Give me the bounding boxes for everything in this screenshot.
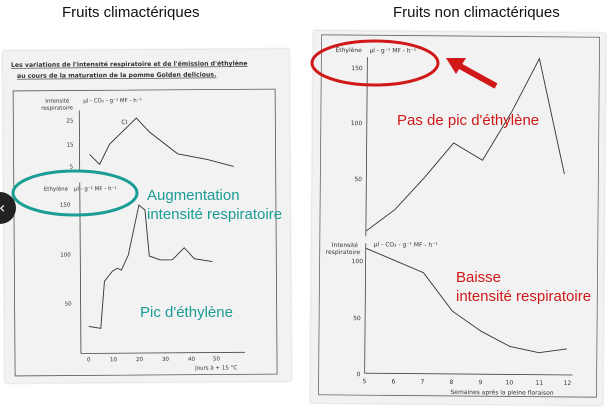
non-climacteric-figure: Éthylène µl - g⁻¹ MF - h⁻¹ 150 100 50 In… bbox=[310, 30, 606, 406]
respiration-curve-right bbox=[365, 247, 567, 354]
top-y-axis bbox=[365, 57, 368, 237]
x-axis-label: Jours à + 15 °C bbox=[194, 364, 237, 371]
top-tick-150: 150 bbox=[351, 65, 363, 72]
bottom-y-axis bbox=[79, 182, 82, 354]
annotation-baisse: Baisse intensité respiratoire bbox=[456, 268, 591, 306]
x-tick-0: 0 bbox=[87, 357, 91, 363]
curve-label-ci: CI bbox=[121, 119, 127, 126]
x-tick-12: 12 bbox=[564, 380, 572, 387]
top-tick-50: 50 bbox=[354, 176, 362, 183]
annotation-augmentation-line1: Augmentation bbox=[147, 187, 240, 204]
x-tick-5: 5 bbox=[363, 378, 367, 385]
top-ylabel-line1: Intensité bbox=[45, 98, 70, 105]
plot-frame bbox=[12, 88, 278, 377]
climacteric-chart-svg: Les variations de l'intensité respiratoi… bbox=[11, 59, 278, 377]
bottom-y-axis bbox=[364, 243, 367, 374]
x-tick-11: 11 bbox=[536, 380, 544, 387]
annotation-augmentation: Augmentation intensité respiratoire bbox=[147, 186, 282, 224]
bottom-tick-50: 50 bbox=[353, 315, 361, 322]
annotation-pas-de-pic: Pas de pic d'éthylène bbox=[397, 112, 540, 129]
x-tick-7: 7 bbox=[421, 379, 425, 386]
respiration-curve-left bbox=[89, 117, 234, 167]
x-tick-40: 40 bbox=[188, 357, 196, 363]
annotation-pic-ethylene: Pic d'éthylène bbox=[140, 304, 233, 321]
heading-fruits-climacteriques: Fruits climactériques bbox=[62, 4, 200, 21]
bottom-ylabel: Ethylène bbox=[44, 186, 69, 193]
climacteric-figure: Les variations de l'intensité respiratoi… bbox=[2, 49, 292, 383]
top-unit-label: µl - CO₂ - g⁻¹ MF - h⁻¹ bbox=[83, 97, 142, 104]
annotation-augmentation-line2: intensité respiratoire bbox=[147, 206, 283, 223]
top-tick-15: 15 bbox=[66, 143, 74, 149]
bottom-tick-50: 50 bbox=[65, 302, 73, 308]
bottom-tick-100: 100 bbox=[60, 253, 71, 259]
heading-fruits-non-climacteriques: Fruits non climactériques bbox=[393, 4, 560, 21]
bottom-ylabel-line1: Intensité bbox=[332, 242, 359, 249]
x-tick-6: 6 bbox=[392, 378, 396, 385]
non-climacteric-chart-svg: Éthylène µl - g⁻¹ MF - h⁻¹ 150 100 50 In… bbox=[318, 34, 600, 398]
top-unit-label: µl - g⁻¹ MF - h⁻¹ bbox=[369, 47, 416, 54]
x-tick-10: 10 bbox=[110, 357, 118, 363]
x-tick-20: 20 bbox=[136, 357, 144, 363]
annotation-baisse-line2: intensité respiratoire bbox=[456, 288, 592, 305]
figure-title-line2: au cours de la maturation de la pomme Go… bbox=[17, 72, 216, 80]
x-axis bbox=[80, 351, 245, 354]
bottom-ylabel-line2: respiratoire bbox=[326, 249, 361, 256]
bottom-tick-100: 100 bbox=[352, 258, 364, 265]
ethylene-curve-left bbox=[88, 204, 213, 329]
bottom-unit-label: µl - g⁻¹ MF - h⁻¹ bbox=[74, 185, 117, 192]
plot-frame bbox=[318, 34, 600, 398]
x-tick-50: 50 bbox=[213, 356, 221, 362]
annotation-baisse-line1: Baisse bbox=[456, 269, 502, 286]
top-tick-25: 25 bbox=[66, 119, 74, 125]
bottom-tick-150: 150 bbox=[60, 203, 71, 209]
x-axis-label: Semaines après la pleine floraison bbox=[450, 389, 553, 397]
x-tick-9: 9 bbox=[479, 379, 483, 386]
top-tick-100: 100 bbox=[351, 120, 363, 127]
chevron-left-icon: ‹ bbox=[0, 198, 5, 217]
top-tick-5: 5 bbox=[70, 165, 74, 171]
top-ylabel: Éthylène bbox=[335, 46, 362, 54]
figure-title-line1: Les variations de l'intensité respiratoi… bbox=[11, 59, 248, 69]
bottom-unit-label: µl - CO₂ - g⁻¹ MF - h⁻¹ bbox=[374, 241, 439, 249]
ethylene-curve-right bbox=[365, 57, 565, 232]
x-axis bbox=[364, 372, 573, 376]
x-tick-10: 10 bbox=[506, 379, 514, 386]
x-tick-8: 8 bbox=[450, 379, 454, 386]
top-ylabel-line2: respiratoire bbox=[41, 106, 73, 112]
x-tick-30: 30 bbox=[162, 357, 170, 363]
bottom-tick-0: 0 bbox=[357, 371, 361, 378]
